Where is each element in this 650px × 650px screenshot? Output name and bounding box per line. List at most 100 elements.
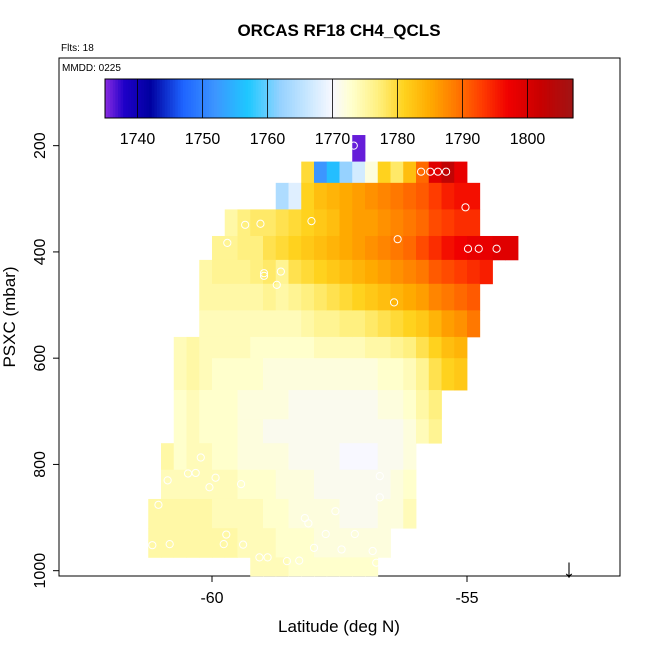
colorbar-segment <box>534 79 538 118</box>
heatmap-cell <box>390 390 404 420</box>
colorbar-segment <box>352 79 356 118</box>
heatmap-cell <box>250 235 264 261</box>
heatmap-cell <box>416 419 430 444</box>
heatmap-cell <box>326 161 340 184</box>
colorbar-segment <box>128 79 132 118</box>
colorbar-segment <box>378 79 382 118</box>
heatmap-cell <box>365 283 379 311</box>
heatmap-cell <box>403 209 417 237</box>
colorbar-segment <box>341 79 345 118</box>
heatmap-cell <box>339 336 353 359</box>
axes: -60 -55 200 400 600 800 1000 <box>32 132 478 607</box>
colorbar-segment <box>346 79 350 118</box>
heatmap-cell <box>263 283 277 311</box>
colorbar-segment <box>224 79 228 118</box>
data-point <box>165 540 174 549</box>
colorbar-segment <box>492 79 496 118</box>
heatmap-cell <box>326 209 340 237</box>
heatmap-cell <box>326 283 340 311</box>
heatmap-cell <box>250 358 264 391</box>
heatmap-cell <box>339 283 353 311</box>
colorbar-segment <box>196 79 200 118</box>
heatmap-cell <box>212 469 226 500</box>
data-point <box>375 493 384 502</box>
heatmap-cell <box>250 469 264 500</box>
heatmap-cell <box>377 498 391 529</box>
heatmap-cell <box>224 390 238 420</box>
colorbar-segment <box>495 79 499 118</box>
heatmap-cell <box>288 336 302 359</box>
y-tick-label: 400 <box>32 238 49 265</box>
heatmap-cell <box>365 528 379 558</box>
heatmap-cell <box>173 469 187 500</box>
heatmap-cell <box>441 310 455 338</box>
data-point <box>219 540 228 549</box>
heatmap-cell <box>326 358 340 391</box>
heatmap-cell <box>377 209 391 237</box>
colorbar-segment <box>365 79 369 118</box>
heatmap-cell <box>224 259 238 285</box>
colorbar-segment <box>180 79 184 118</box>
colorbar-segment <box>271 79 275 118</box>
colorbar-segment <box>131 79 135 118</box>
heatmap-cell <box>454 182 468 210</box>
colorbar-tick-label: 1760 <box>250 131 286 148</box>
heatmap-cell <box>199 419 213 444</box>
colorbar-segment <box>453 79 457 118</box>
heatmap-cell <box>390 419 404 444</box>
heatmap-cell <box>467 209 481 237</box>
colorbar-segment <box>237 79 241 118</box>
heatmap-cell <box>339 469 353 500</box>
colorbar-segment <box>406 79 410 118</box>
heatmap-cell <box>212 310 226 338</box>
colorbar-segment <box>164 79 168 118</box>
heatmap-cell <box>263 209 277 237</box>
heatmap-cell <box>377 235 391 261</box>
heatmap-cell <box>212 528 226 558</box>
heatmap-cell <box>377 310 391 338</box>
data-point <box>276 267 285 276</box>
data-point <box>154 500 163 509</box>
colorbar-segment <box>508 79 512 118</box>
colorbar-segment <box>474 79 478 118</box>
colorbar-segment <box>435 79 439 118</box>
heatmap-cell <box>288 528 302 558</box>
heatmap-cell <box>301 557 315 577</box>
heatmap-cell <box>288 443 302 471</box>
heatmap-cell <box>314 557 328 577</box>
heatmap-cell <box>288 557 302 577</box>
colorbar-tick-label: 1740 <box>120 131 156 148</box>
heatmap-cell <box>301 419 315 444</box>
heatmap-cell <box>428 259 442 285</box>
heatmap-cell <box>314 161 328 184</box>
heatmap-cell <box>352 182 366 210</box>
heatmap-cell <box>288 390 302 420</box>
heatmap-cell <box>403 469 417 500</box>
heatmap-cell <box>173 528 187 558</box>
heatmap-cell <box>314 336 328 359</box>
heatmap-cell <box>148 498 162 529</box>
heatmap-cell <box>479 235 493 261</box>
colorbar-segment <box>141 79 145 118</box>
heatmap-cell <box>288 283 302 311</box>
heatmap-cell <box>314 259 328 285</box>
colorbar-segment <box>229 79 233 118</box>
arrow-down-icon: ↓ <box>563 553 576 583</box>
heatmap-cell <box>199 259 213 285</box>
colorbar-segment <box>339 79 343 118</box>
colorbar-segment <box>513 79 517 118</box>
data-point <box>259 269 269 278</box>
colorbar-segment <box>385 79 389 118</box>
heatmap-cell <box>250 259 264 285</box>
colorbar-segment <box>411 79 415 118</box>
colorbar-segment <box>570 79 574 118</box>
heatmap-cell <box>212 336 226 359</box>
heatmap-cell <box>212 390 226 420</box>
heatmap-cell <box>275 310 289 338</box>
colorbar-tick-label: 1750 <box>185 131 221 148</box>
heatmap-cell <box>314 235 328 261</box>
colorbar-segment <box>248 79 252 118</box>
heatmap-cell <box>275 209 289 237</box>
heatmap-cell <box>454 259 468 285</box>
